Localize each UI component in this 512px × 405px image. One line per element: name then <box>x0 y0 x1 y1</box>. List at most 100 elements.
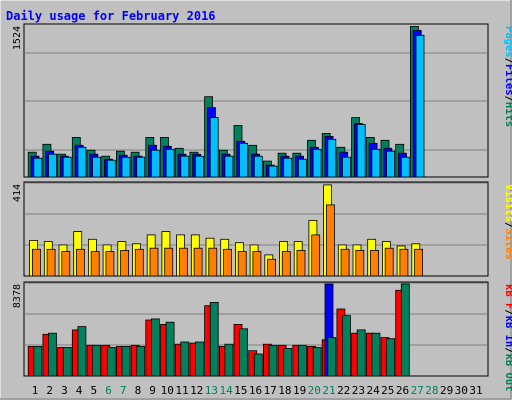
y-max-label-visits_sites: 414 <box>12 184 23 202</box>
chart-title: Daily usage for February 2016 <box>6 9 216 23</box>
bar-visits_sites-sites-day-21 <box>325 204 335 277</box>
bar-visits_sites-sites-day-9 <box>149 247 159 277</box>
bar-hits_files_pages-pages-day-13 <box>209 117 219 178</box>
bar-kbytes-kb-out-day-7 <box>121 345 131 377</box>
bar-kbytes-kb-out-day-20 <box>312 346 322 377</box>
bar-kbytes-kb-out-day-14 <box>224 343 234 377</box>
bar-hits_files_pages-pages-day-23 <box>356 124 366 178</box>
bar-kbytes-kb-out-day-13 <box>209 301 219 377</box>
x-tick-label-day-3: 3 <box>61 384 68 397</box>
side-legend-part-kbytes-4: kB Out <box>503 354 512 392</box>
x-tick-label-day-16: 16 <box>249 384 262 397</box>
side-legend-part-visits_sites-1: / <box>503 222 512 228</box>
side-legend-part-visits_sites-0: Visits <box>503 184 512 222</box>
bar-visits_sites-sites-day-27 <box>414 248 424 277</box>
bar-kbytes-kb-out-day-18 <box>283 348 293 377</box>
bar-kbytes-kb-out-day-8 <box>136 345 146 377</box>
bar-visits_sites-sites-day-1 <box>32 248 41 277</box>
bar-kbytes-kb-out-day-19 <box>297 344 307 377</box>
x-tick-label-day-5: 5 <box>90 384 97 397</box>
bar-visits_sites-sites-day-11 <box>178 247 188 277</box>
x-tick-label-day-6: 6 <box>105 384 112 397</box>
bar-visits_sites-sites-day-16 <box>252 251 262 277</box>
bar-hits_files_pages-pages-day-6 <box>106 159 116 178</box>
bar-visits_sites-sites-day-15 <box>237 251 247 277</box>
bar-hits_files_pages-pages-day-2 <box>48 153 57 178</box>
x-tick-label-day-21: 21 <box>322 384 335 397</box>
bar-visits_sites-sites-day-22 <box>340 248 350 277</box>
bar-kbytes-kb-out-day-2 <box>48 332 57 377</box>
bar-visits_sites-sites-day-25 <box>384 247 394 277</box>
x-tick-label-day-25: 25 <box>381 384 394 397</box>
bar-hits_files_pages-pages-day-22 <box>342 156 351 178</box>
bar-hits_files_pages-pages-day-4 <box>77 146 87 178</box>
bar-kbytes-kb-out-day-25 <box>386 338 396 377</box>
x-tick-label-day-15: 15 <box>234 384 247 397</box>
x-tick-label-day-11: 11 <box>175 384 188 397</box>
x-tick-label-day-31: 31 <box>469 384 482 397</box>
bar-hits_files_pages-pages-day-9 <box>150 149 160 178</box>
y-max-label-hits_files_pages: 1524 <box>12 26 23 50</box>
side-legend-part-hits_files_pages-3: / <box>503 96 512 102</box>
bar-kbytes-kb-out-day-23 <box>356 329 366 377</box>
bar-visits_sites-sites-day-6 <box>105 251 115 277</box>
x-tick-label-day-17: 17 <box>264 384 277 397</box>
bar-hits_files_pages-pages-day-27 <box>415 34 425 178</box>
x-tick-label-day-4: 4 <box>76 384 83 397</box>
panel-visits_sites: 414 Visits/Sites <box>12 181 512 277</box>
bar-hits_files_pages-pages-day-7 <box>121 156 131 178</box>
bar-kbytes-kb-out-day-5 <box>92 344 101 377</box>
bar-visits_sites-sites-day-12 <box>193 247 203 277</box>
bar-hits_files_pages-pages-day-1 <box>33 157 43 178</box>
x-tick-label-day-19: 19 <box>293 384 306 397</box>
y-max-label-kbytes: 8378 <box>12 284 23 308</box>
bar-kbytes-kb-out-day-1 <box>33 345 43 377</box>
side-legend-part-kbytes-3: / <box>503 347 512 353</box>
bar-hits_files_pages-pages-day-11 <box>180 155 190 178</box>
x-tick-label-day-2: 2 <box>46 384 53 397</box>
bar-kbytes-kb-out-day-16 <box>253 353 263 377</box>
bar-kbytes-kb-out-day-17 <box>268 344 278 377</box>
bar-hits_files_pages-pages-day-19 <box>297 158 307 178</box>
chart-panels: 1524Pages/Files/Hits414Visits/Sites8378k… <box>12 23 512 392</box>
x-tick-label-day-28: 28 <box>425 384 438 397</box>
side-legend-part-kbytes-0: kB F <box>503 284 512 309</box>
bar-kbytes-kb-out-day-26 <box>400 283 410 377</box>
x-axis-day-labels: 1 2 3 4 5 6 7 8 9 10 11 12 13 14 15 16 17 18 19 20 21 22 23 24 2… <box>32 384 483 397</box>
side-legend-part-kbytes-1: / <box>503 309 512 315</box>
bar-hits_files_pages-pages-day-12 <box>195 155 204 178</box>
bar-kbytes-kb-out-day-15 <box>239 328 249 377</box>
x-tick-label-day-29: 29 <box>440 384 453 397</box>
bar-hits_files_pages-pages-day-5 <box>92 156 101 178</box>
x-tick-label-day-23: 23 <box>352 384 365 397</box>
bar-visits_sites-sites-day-13 <box>208 247 218 277</box>
bar-hits_files_pages-pages-day-3 <box>62 156 72 178</box>
x-tick-label-day-9: 9 <box>149 384 156 397</box>
bar-visits_sites-sites-day-23 <box>355 249 365 277</box>
x-tick-label-day-14: 14 <box>219 384 233 397</box>
side-legend-visits_sites: Visits/Sites <box>503 184 512 260</box>
side-legend-kbytes: kB F/kB In/kB Out <box>503 284 512 392</box>
bar-hits_files_pages-pages-day-20 <box>312 148 322 178</box>
bar-kbytes-kb-out-day-4 <box>77 326 87 377</box>
x-tick-label-day-27: 27 <box>411 384 424 397</box>
bar-hits_files_pages-pages-day-10 <box>165 148 175 178</box>
bar-hits_files_pages-pages-day-8 <box>136 156 146 178</box>
x-tick-label-day-18: 18 <box>278 384 291 397</box>
bar-hits_files_pages-pages-day-25 <box>386 150 396 178</box>
side-legend-hits_files_pages: Pages/Files/Hits <box>503 26 512 127</box>
bar-visits_sites-sites-day-14 <box>223 248 232 277</box>
side-legend-part-hits_files_pages-0: Pages <box>503 26 512 58</box>
bar-hits_files_pages-pages-day-26 <box>400 156 410 178</box>
side-legend-part-kbytes-2: kB In <box>503 316 512 348</box>
bar-kbytes-kb-out-day-6 <box>106 346 116 377</box>
x-tick-label-day-10: 10 <box>161 384 174 397</box>
bar-kbytes-kb-out-day-3 <box>62 346 72 377</box>
bar-visits_sites-sites-day-17 <box>267 258 277 277</box>
bar-visits_sites-sites-day-19 <box>296 249 306 277</box>
bar-visits_sites-sites-day-7 <box>120 249 129 277</box>
side-legend-part-hits_files_pages-4: Hits <box>503 102 512 127</box>
